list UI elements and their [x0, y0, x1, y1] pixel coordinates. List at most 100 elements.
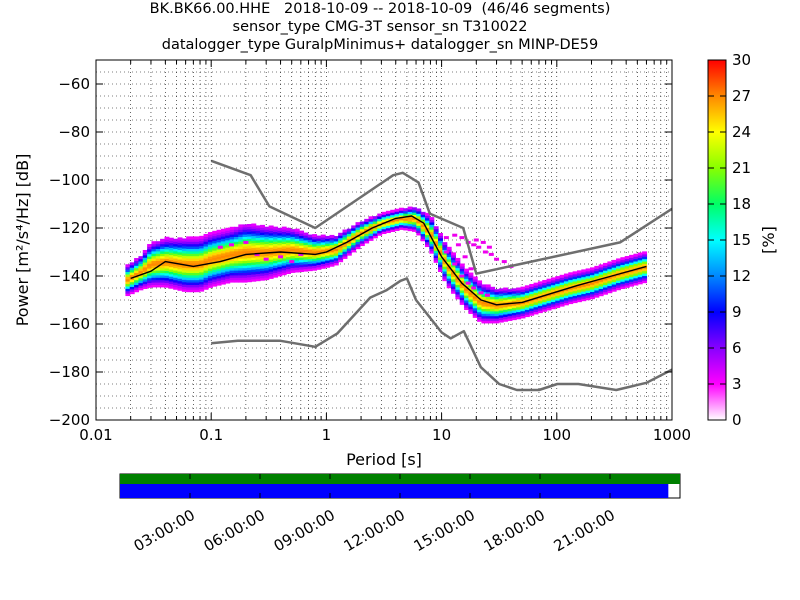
heatmap-cell [555, 288, 561, 292]
heatmap-cell [642, 275, 648, 279]
heatmap-cell [233, 258, 239, 261]
heatmap-cell [490, 303, 496, 307]
heatmap-cell [546, 281, 552, 285]
heatmap-cell [268, 275, 274, 279]
heatmap-cell [416, 225, 422, 229]
heatmap-cell [129, 269, 135, 273]
heatmap-cell [537, 281, 543, 285]
heatmap-cell [134, 265, 140, 269]
heatmap-cell [320, 263, 326, 267]
heatmap-cell [303, 256, 309, 260]
heatmap-cell [255, 242, 261, 246]
heatmap-cell [199, 276, 205, 280]
heatmap-cell [611, 288, 617, 292]
heatmap-cell [351, 232, 357, 236]
heatmap-cell [616, 277, 621, 281]
heatmap-cell [576, 287, 582, 291]
heatmap-cell [238, 236, 244, 240]
heatmap-cell [242, 262, 248, 266]
heatmap-cell [607, 290, 613, 294]
heatmap-cell [342, 248, 348, 252]
heatmap-cell [607, 275, 613, 279]
heatmap-cell [524, 285, 530, 289]
heatmap-cell [464, 292, 470, 296]
heatmap-cell [277, 259, 283, 263]
heatmap-cell [537, 290, 543, 294]
heatmap-cell [181, 240, 187, 244]
heatmap-cell [264, 272, 270, 276]
heatmap-cell [281, 257, 287, 261]
heatmap-cell [229, 270, 235, 273]
heatmap-cell [598, 278, 604, 282]
heatmap-cell [359, 221, 365, 225]
heatmap-cell [555, 283, 561, 287]
heatmap-cell [181, 284, 187, 288]
heatmap-cell [203, 255, 209, 259]
heatmap-cell [286, 242, 291, 246]
y-tick-label: −200 [49, 411, 90, 429]
heatmap-cell [607, 271, 613, 275]
heatmap-cell [542, 282, 548, 286]
outlier-cell [254, 252, 260, 256]
heatmap-cell [286, 254, 291, 258]
heatmap-cell [294, 243, 300, 247]
heatmap-cell [147, 246, 153, 250]
heatmap-cell [151, 241, 157, 245]
heatmap-cell [442, 254, 448, 258]
heatmap-cell [181, 269, 187, 273]
heatmap-cell [585, 282, 591, 286]
heatmap-cell [550, 303, 556, 307]
heatmap-cell [451, 259, 456, 263]
heatmap-cell [590, 284, 595, 288]
heatmap-cell [212, 235, 218, 239]
heatmap-cell [568, 293, 574, 297]
colorbar-tick-label: 6 [732, 339, 742, 357]
heatmap-cell [173, 274, 179, 278]
heatmap-cell [294, 255, 300, 259]
axis-ticks: 0.01 0.1 1 10 100 1000−200−180−160−140−120−10… [49, 60, 691, 444]
heatmap-cell [572, 285, 578, 289]
heatmap-cell [642, 270, 648, 274]
heatmap-cell [433, 252, 439, 256]
heatmap-cell [594, 287, 600, 291]
heatmap-cell [207, 272, 213, 276]
heatmap-cell [307, 234, 313, 238]
heatmap-cell [220, 231, 226, 235]
heatmap-cell [303, 263, 309, 267]
heatmap-cell [177, 282, 183, 286]
heatmap-cell [181, 288, 187, 292]
heatmap-cell [537, 305, 543, 309]
timeline-tick-label: 15:00:00 [411, 506, 478, 555]
outlier-cell [465, 281, 471, 285]
heatmap-cell [572, 280, 578, 284]
heatmap-cell [281, 262, 287, 266]
heatmap-cell [464, 278, 470, 282]
heatmap-cell [459, 270, 465, 274]
heatmap-cell [142, 264, 148, 268]
outlier-cell [289, 260, 295, 264]
heatmap-cell [268, 256, 274, 260]
heatmap-cell [181, 279, 187, 283]
heatmap-cell [168, 240, 174, 244]
heatmap-cell [255, 266, 261, 270]
heatmap-cell [529, 288, 535, 292]
heatmap-cell [364, 218, 370, 222]
heatmap-cell [425, 234, 430, 238]
heatmap-cell [216, 258, 222, 262]
heatmap-cell [372, 235, 378, 239]
heatmap-cell [359, 228, 365, 232]
outlier-cell [486, 245, 492, 249]
heatmap-cell [320, 244, 326, 248]
heatmap-cell [264, 243, 270, 247]
heatmap-cell [307, 260, 313, 264]
heatmap-cell [481, 284, 487, 288]
heatmap-cell [516, 297, 522, 301]
heatmap-cell [359, 238, 365, 242]
heatmap-cell [151, 282, 157, 285]
heatmap-cell [459, 263, 465, 267]
heatmap-cell [485, 284, 491, 288]
heatmap-cell [533, 285, 539, 289]
heatmap-cell [490, 313, 496, 317]
heatmap-cell [299, 237, 305, 241]
heatmap-cell [359, 231, 365, 235]
